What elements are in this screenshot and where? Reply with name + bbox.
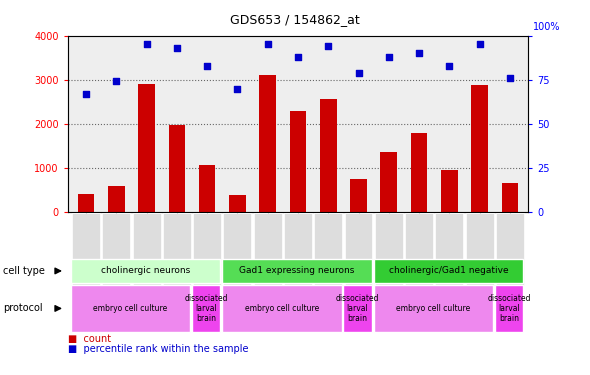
Point: [142, 42, 151, 48]
Text: embryo cell culture: embryo cell culture: [93, 304, 168, 313]
Text: GDS653 / 154862_at: GDS653 / 154862_at: [230, 13, 360, 26]
Bar: [441, 170, 458, 212]
Text: dissociated
larval
brain: dissociated larval brain: [185, 294, 228, 323]
Bar: [138, 84, 155, 212]
Text: embryo cell culture: embryo cell culture: [396, 304, 470, 313]
Bar: [471, 85, 488, 212]
Bar: [320, 99, 336, 212]
Point: [323, 43, 333, 49]
Bar: [411, 133, 427, 212]
Bar: [229, 195, 245, 212]
Text: dissociated
larval
brain: dissociated larval brain: [487, 294, 531, 323]
Text: cholinergic/Gad1 negative: cholinergic/Gad1 negative: [389, 266, 508, 275]
Bar: [78, 194, 94, 212]
Bar: [502, 183, 518, 212]
Point: [81, 91, 91, 97]
Text: cholinergic neurons: cholinergic neurons: [101, 266, 191, 275]
Text: ■  count: ■ count: [68, 334, 111, 344]
Text: 100%: 100%: [533, 22, 560, 32]
Point: [354, 70, 363, 76]
Bar: [199, 165, 215, 212]
Bar: [108, 186, 124, 212]
Point: [384, 54, 394, 60]
Bar: [350, 179, 367, 212]
Point: [293, 54, 303, 60]
Bar: [381, 152, 397, 212]
Text: Gad1 expressing neurons: Gad1 expressing neurons: [240, 266, 355, 275]
Bar: [290, 111, 306, 212]
Text: dissociated
larval
brain: dissociated larval brain: [336, 294, 379, 323]
Point: [232, 86, 242, 92]
Text: protocol: protocol: [3, 303, 42, 313]
Point: [445, 63, 454, 69]
Point: [263, 42, 273, 48]
Point: [202, 63, 212, 69]
Text: embryo cell culture: embryo cell culture: [245, 304, 319, 313]
Bar: [260, 75, 276, 212]
Text: cell type: cell type: [3, 266, 45, 276]
Point: [414, 50, 424, 56]
Point: [475, 42, 484, 48]
Point: [172, 45, 182, 51]
Point: [505, 75, 514, 81]
Text: ■  percentile rank within the sample: ■ percentile rank within the sample: [68, 344, 248, 354]
Point: [112, 78, 121, 84]
Bar: [169, 125, 185, 212]
